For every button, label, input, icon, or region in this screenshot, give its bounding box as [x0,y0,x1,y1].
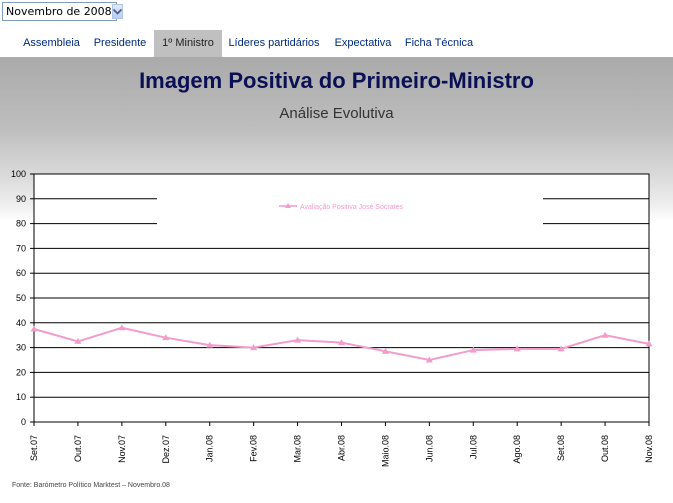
chevron-down-icon[interactable] [111,4,123,19]
data-point [162,334,170,341]
x-tick-label: Nov.08 [644,435,654,463]
data-point [118,324,126,331]
data-point [469,346,477,353]
data-point [425,356,433,363]
legend-label: Avaliação Positiva José Sócrates [300,204,403,211]
data-point [206,341,214,348]
data-point [645,340,653,347]
y-tick-label: 10 [16,392,26,402]
data-point [381,347,389,354]
data-point [74,337,82,344]
y-tick-label: 60 [16,268,26,278]
data-point [250,344,258,351]
y-tick-label: 20 [16,367,26,377]
x-tick-label: Nov.07 [117,435,127,463]
y-tick-label: 80 [16,219,26,229]
x-tick-label: Ago.08 [512,435,522,464]
x-tick-label: Mar.08 [293,435,303,463]
y-tick-label: 30 [16,343,26,353]
x-tick-label: Out.07 [73,435,83,462]
tab-lideres-partidarios[interactable]: Líderes partidários [228,37,320,49]
line-chart: 0 10 20 30 40 50 60 70 80 90 100 Avaliação Positiva… [11,169,654,467]
tab-expectativa[interactable]: Expectativa [334,37,392,49]
tab-assembleia[interactable]: Assembleia [23,37,80,49]
x-tick-label: Set.08 [556,435,566,461]
period-select[interactable]: Novembro de 2008 [2,2,123,21]
data-point [557,345,565,352]
source-footnote: Fonte: Barómetro Político Marktest – Nov… [12,482,170,489]
tab-bar: Assembleia Presidente 1º Ministro Lídere… [0,30,673,57]
tab-ficha-tecnica[interactable]: Ficha Técnica [404,37,474,49]
x-tick-label: Jan.08 [205,435,215,462]
tab-presidente[interactable]: Presidente [93,37,147,49]
data-point [601,331,609,338]
data-point [30,325,38,332]
x-tick-label: Fev.08 [249,435,259,462]
page-title: Imagem Positiva do Primeiro-Ministro [139,68,534,93]
data-point [513,345,521,352]
x-tick-label: Set.07 [29,435,39,461]
data-point [338,339,345,346]
tab-primeiro-ministro[interactable]: 1º Ministro [154,30,222,57]
y-tick-label: 70 [16,243,26,253]
x-tick-label: Jul.08 [468,435,478,459]
y-tick-label: 90 [16,194,26,204]
x-tick-label: Out.08 [600,435,610,462]
x-tick-label: Jun.08 [424,435,434,462]
x-tick-label: Maio.08 [380,435,390,467]
x-tick-label: Abr.08 [337,435,347,461]
period-select-value: Novembro de 2008 [6,5,112,18]
data-point [294,336,302,343]
y-tick-label: 0 [21,417,26,427]
y-tick-label: 100 [11,169,26,179]
x-tick-label: Dez.07 [161,435,171,464]
page-subtitle: Análise Evolutiva [279,105,394,122]
y-tick-label: 40 [16,318,26,328]
legend-box [157,193,543,225]
legend-marker [285,203,291,208]
y-tick-label: 50 [16,293,26,303]
top-bar: Novembro de 2008 [0,0,673,28]
